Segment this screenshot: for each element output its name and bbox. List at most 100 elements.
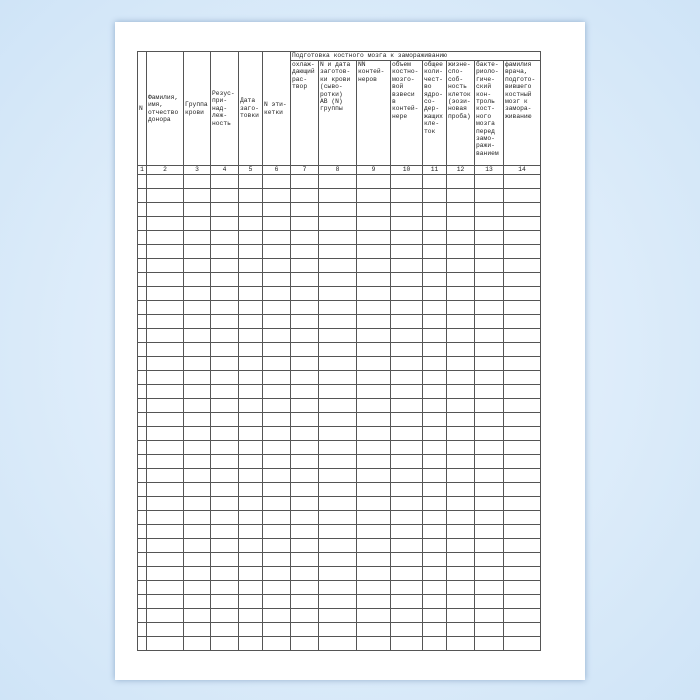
empty-cell[interactable] xyxy=(356,384,391,399)
empty-cell[interactable] xyxy=(356,286,391,301)
empty-cell[interactable] xyxy=(390,314,423,329)
empty-cell[interactable] xyxy=(422,300,447,315)
empty-cell[interactable] xyxy=(356,300,391,315)
empty-cell[interactable] xyxy=(390,552,423,567)
empty-cell[interactable] xyxy=(238,300,263,315)
empty-cell[interactable] xyxy=(262,636,291,651)
empty-cell[interactable] xyxy=(503,482,541,497)
empty-cell[interactable] xyxy=(146,426,184,441)
empty-cell[interactable] xyxy=(356,608,391,623)
empty-cell[interactable] xyxy=(290,314,319,329)
empty-cell[interactable] xyxy=(474,454,504,469)
empty-cell[interactable] xyxy=(390,286,423,301)
empty-cell[interactable] xyxy=(137,426,147,441)
empty-cell[interactable] xyxy=(290,622,319,637)
empty-cell[interactable] xyxy=(390,230,423,245)
empty-cell[interactable] xyxy=(290,342,319,357)
empty-cell[interactable] xyxy=(503,454,541,469)
empty-cell[interactable] xyxy=(238,230,263,245)
empty-cell[interactable] xyxy=(390,300,423,315)
empty-cell[interactable] xyxy=(137,398,147,413)
empty-cell[interactable] xyxy=(210,356,239,371)
empty-cell[interactable] xyxy=(422,244,447,259)
empty-cell[interactable] xyxy=(318,538,357,553)
empty-cell[interactable] xyxy=(290,636,319,651)
empty-cell[interactable] xyxy=(290,216,319,231)
empty-cell[interactable] xyxy=(503,230,541,245)
empty-cell[interactable] xyxy=(183,328,211,343)
empty-cell[interactable] xyxy=(137,188,147,203)
empty-cell[interactable] xyxy=(390,468,423,483)
empty-cell[interactable] xyxy=(238,412,263,427)
empty-cell[interactable] xyxy=(356,440,391,455)
empty-cell[interactable] xyxy=(183,594,211,609)
empty-cell[interactable] xyxy=(356,482,391,497)
empty-cell[interactable] xyxy=(390,384,423,399)
empty-cell[interactable] xyxy=(390,244,423,259)
empty-cell[interactable] xyxy=(183,286,211,301)
empty-cell[interactable] xyxy=(422,258,447,273)
empty-cell[interactable] xyxy=(210,216,239,231)
empty-cell[interactable] xyxy=(318,580,357,595)
empty-cell[interactable] xyxy=(446,594,475,609)
empty-cell[interactable] xyxy=(446,244,475,259)
empty-cell[interactable] xyxy=(503,622,541,637)
empty-cell[interactable] xyxy=(137,230,147,245)
empty-cell[interactable] xyxy=(137,496,147,511)
empty-cell[interactable] xyxy=(262,454,291,469)
empty-cell[interactable] xyxy=(137,370,147,385)
empty-cell[interactable] xyxy=(262,608,291,623)
empty-cell[interactable] xyxy=(238,244,263,259)
empty-cell[interactable] xyxy=(137,174,147,189)
empty-cell[interactable] xyxy=(446,580,475,595)
empty-cell[interactable] xyxy=(290,300,319,315)
empty-cell[interactable] xyxy=(238,622,263,637)
empty-cell[interactable] xyxy=(474,468,504,483)
empty-cell[interactable] xyxy=(318,370,357,385)
empty-cell[interactable] xyxy=(503,216,541,231)
empty-cell[interactable] xyxy=(390,342,423,357)
empty-cell[interactable] xyxy=(422,202,447,217)
empty-cell[interactable] xyxy=(422,356,447,371)
empty-cell[interactable] xyxy=(356,426,391,441)
empty-cell[interactable] xyxy=(238,608,263,623)
empty-cell[interactable] xyxy=(503,328,541,343)
empty-cell[interactable] xyxy=(390,440,423,455)
empty-cell[interactable] xyxy=(446,314,475,329)
empty-cell[interactable] xyxy=(262,398,291,413)
empty-cell[interactable] xyxy=(503,370,541,385)
empty-cell[interactable] xyxy=(290,426,319,441)
empty-cell[interactable] xyxy=(422,328,447,343)
empty-cell[interactable] xyxy=(446,230,475,245)
empty-cell[interactable] xyxy=(503,300,541,315)
empty-cell[interactable] xyxy=(422,538,447,553)
empty-cell[interactable] xyxy=(262,580,291,595)
empty-cell[interactable] xyxy=(356,216,391,231)
empty-cell[interactable] xyxy=(390,636,423,651)
empty-cell[interactable] xyxy=(262,384,291,399)
empty-cell[interactable] xyxy=(474,608,504,623)
empty-cell[interactable] xyxy=(210,300,239,315)
empty-cell[interactable] xyxy=(238,468,263,483)
empty-cell[interactable] xyxy=(290,356,319,371)
empty-cell[interactable] xyxy=(290,538,319,553)
empty-cell[interactable] xyxy=(356,496,391,511)
empty-cell[interactable] xyxy=(183,202,211,217)
empty-cell[interactable] xyxy=(422,188,447,203)
empty-cell[interactable] xyxy=(262,440,291,455)
empty-cell[interactable] xyxy=(422,440,447,455)
empty-cell[interactable] xyxy=(262,552,291,567)
empty-cell[interactable] xyxy=(137,608,147,623)
empty-cell[interactable] xyxy=(503,496,541,511)
empty-cell[interactable] xyxy=(446,538,475,553)
empty-cell[interactable] xyxy=(210,580,239,595)
empty-cell[interactable] xyxy=(238,440,263,455)
empty-cell[interactable] xyxy=(318,202,357,217)
empty-cell[interactable] xyxy=(146,384,184,399)
empty-cell[interactable] xyxy=(318,342,357,357)
empty-cell[interactable] xyxy=(262,244,291,259)
empty-cell[interactable] xyxy=(183,580,211,595)
empty-cell[interactable] xyxy=(446,552,475,567)
empty-cell[interactable] xyxy=(446,174,475,189)
empty-cell[interactable] xyxy=(183,636,211,651)
